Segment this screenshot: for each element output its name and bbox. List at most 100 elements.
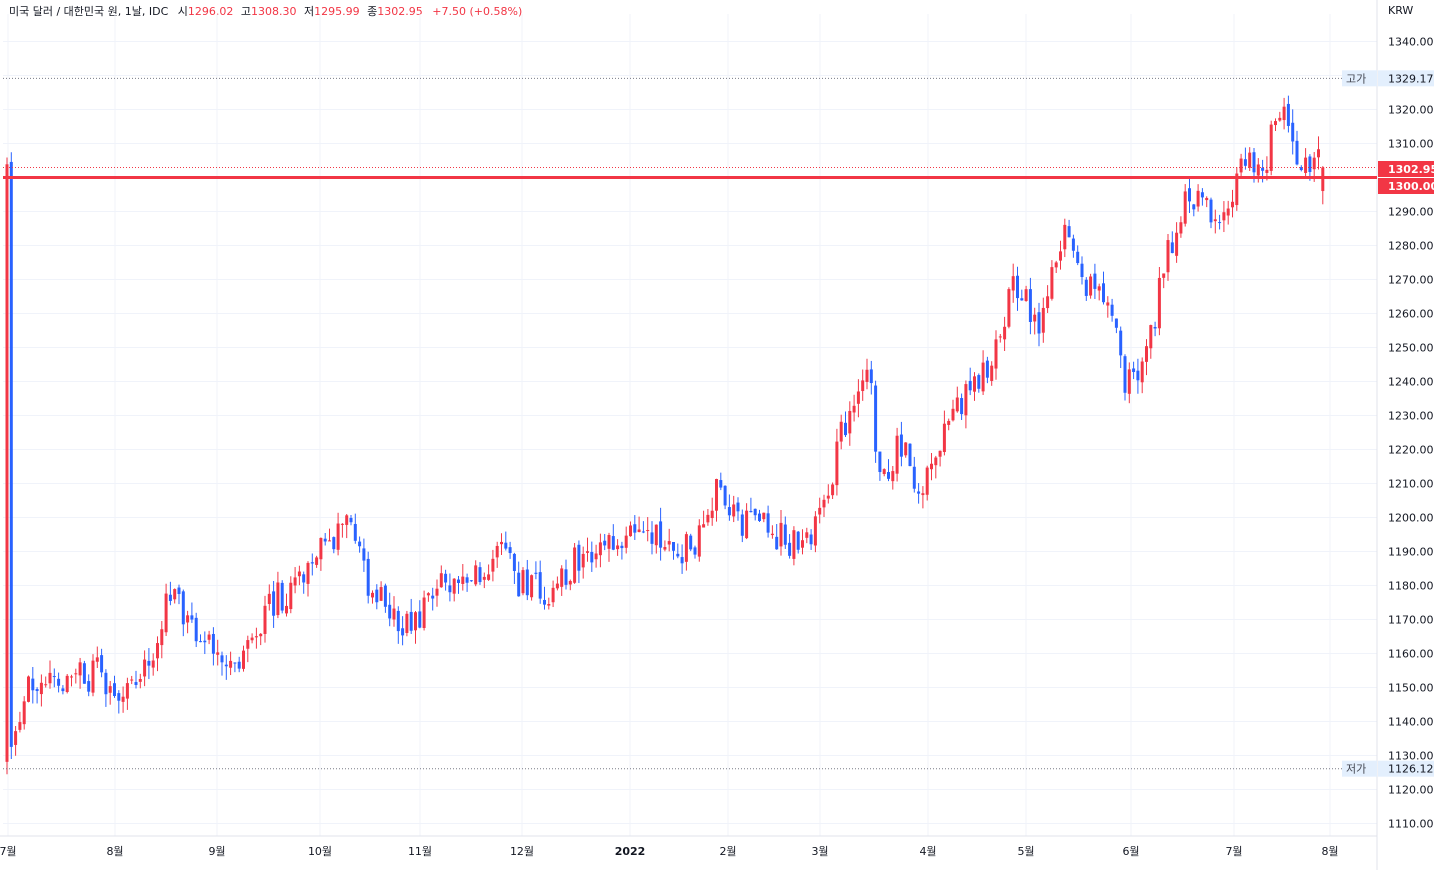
candle-body <box>345 515 349 525</box>
candle-body <box>1317 149 1320 158</box>
candle-body <box>878 451 882 473</box>
low-value-bg <box>1378 760 1434 777</box>
currency-label: KRW <box>1388 4 1413 17</box>
x-tick-label: 7월 <box>0 845 17 858</box>
candle-body <box>151 660 155 668</box>
y-tick-label: 1310.00 <box>1388 138 1434 151</box>
candle-body <box>603 540 607 546</box>
high-value-label: 1329.17 <box>1388 72 1434 85</box>
y-tick-label: 1120.00 <box>1388 784 1434 797</box>
x-tick-label: 9월 <box>208 845 225 858</box>
candle-body <box>457 579 460 584</box>
candle-body <box>788 542 792 556</box>
candle-body <box>869 369 873 384</box>
candle-body <box>1102 283 1105 303</box>
candle-body <box>396 610 400 632</box>
candle-body <box>156 643 159 659</box>
x-tick-label: 11월 <box>408 845 432 858</box>
x-tick-label: 2월 <box>719 845 736 858</box>
candle-body <box>977 375 981 389</box>
y-tick-label: 1180.00 <box>1388 580 1434 593</box>
candle-body <box>1213 219 1217 222</box>
candle-body <box>895 435 899 474</box>
candle-body <box>844 422 847 436</box>
legend-open: 1296.02 <box>187 5 234 18</box>
candle-body <box>177 587 181 595</box>
candle-body <box>1175 232 1179 256</box>
candle-body <box>237 661 241 669</box>
candle-body <box>1248 152 1252 168</box>
candle-body <box>173 589 177 600</box>
candle-body <box>487 574 491 580</box>
candle-body <box>1136 370 1140 381</box>
candle-body <box>990 365 994 381</box>
candle-body <box>1196 190 1200 207</box>
candle-body <box>947 420 951 425</box>
candle-body <box>422 597 426 628</box>
candle-body <box>538 572 542 599</box>
candle-body <box>1261 167 1265 171</box>
candle-body <box>702 524 706 528</box>
candle-body <box>1093 273 1097 289</box>
candle-body <box>315 557 319 565</box>
candle-body <box>689 535 693 550</box>
y-tick-label: 1190.00 <box>1388 546 1434 559</box>
candle-body <box>1321 167 1325 192</box>
x-tick-label: 4월 <box>919 845 936 858</box>
candle-body <box>1291 122 1295 142</box>
candle-body <box>573 547 577 583</box>
candle-body <box>306 562 310 584</box>
candle-body <box>865 369 869 382</box>
candle-body <box>517 572 521 597</box>
candle-body <box>362 548 366 561</box>
candle-body <box>1076 251 1080 264</box>
candle-body <box>637 529 641 533</box>
candle-body <box>740 514 744 536</box>
candle-body <box>500 541 503 545</box>
candle-body <box>560 568 564 587</box>
y-tick-label: 1220.00 <box>1388 444 1434 457</box>
candle-body <box>912 466 916 489</box>
candle-body <box>796 531 800 550</box>
candle-body <box>908 443 912 467</box>
candle-body <box>998 336 1002 338</box>
candle-body <box>1067 226 1071 238</box>
candle-body <box>629 525 632 537</box>
candle-body <box>710 510 714 519</box>
candle-body <box>964 384 968 416</box>
x-tick-label: 8월 <box>1321 845 1338 858</box>
candle-body <box>874 385 878 452</box>
candle-body <box>1274 121 1277 126</box>
x-tick-label: 6월 <box>1122 845 1139 858</box>
candle-body <box>512 553 516 571</box>
candle-body <box>121 696 125 702</box>
y-tick-label: 1320.00 <box>1388 104 1434 117</box>
candle-body <box>1265 169 1269 173</box>
candle-body <box>233 662 237 664</box>
candle-body <box>766 513 770 533</box>
candle-body <box>727 507 731 516</box>
candle-body <box>676 553 680 557</box>
candle-body <box>1119 330 1123 356</box>
y-tick-label: 1270.00 <box>1388 274 1434 287</box>
legend-close: 1302.95 <box>377 5 423 18</box>
candle-body <box>1243 159 1247 166</box>
candle-body <box>1231 201 1234 208</box>
candle-body <box>1140 361 1144 383</box>
candle-body <box>91 660 95 693</box>
candle-body <box>1003 326 1007 340</box>
candle-body <box>1295 140 1299 165</box>
candle-body <box>353 523 357 541</box>
candle-body <box>1007 289 1011 327</box>
candle-body <box>856 391 860 404</box>
candle-body <box>250 637 254 641</box>
candle-body <box>323 538 327 542</box>
candle-body <box>371 592 374 598</box>
candle-body <box>1054 262 1058 268</box>
legend-symbol: 미국 달러 / 대한민국 원, 1날, IDC <box>9 5 169 18</box>
candle-body <box>594 553 598 560</box>
x-tick-label: 12월 <box>510 845 534 858</box>
candle-body <box>1037 312 1041 334</box>
